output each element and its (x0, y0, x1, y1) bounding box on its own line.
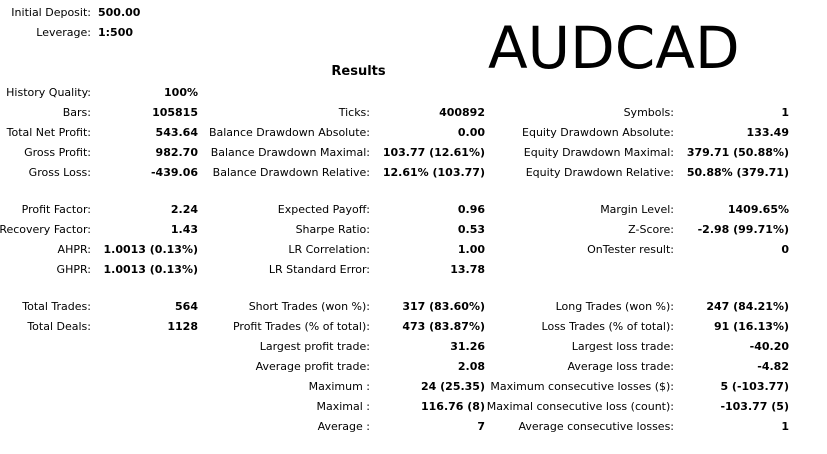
gross-loss-label: Gross Loss: (28, 166, 91, 179)
equity-drawdown-absolute-label: Equity Drawdown Absolute: (522, 126, 674, 139)
short-trades-won-value: 317 (83.60%) (402, 300, 485, 313)
margin-level-value: 1409.65% (727, 203, 789, 216)
equity-drawdown-relative-value: 50.88% (379.71) (686, 166, 789, 179)
average-profit-trade-label: Average profit trade: (255, 360, 370, 373)
ghpr-value: 1.0013 (0.13%) (103, 263, 199, 276)
lr-correlation-value: 1.00 (457, 243, 485, 256)
balance-drawdown-absolute-value: 0.00 (457, 126, 485, 139)
maximal-label: Maximal : (316, 400, 370, 413)
ontester-result-value: 0 (781, 243, 789, 256)
long-trades-won-value: 247 (84.21%) (706, 300, 789, 313)
maximum-consecutive-losses-value: 5 (-103.77) (720, 380, 789, 393)
z-score-value: -2.98 (99.71%) (697, 223, 789, 236)
ahpr-value: 1.0013 (0.13%) (103, 243, 199, 256)
maximum-label: Maximum : (308, 380, 370, 393)
loss-trades-of-total-label: Loss Trades (% of total): (541, 320, 674, 333)
maximal-value: 116.76 (8) (421, 400, 485, 413)
lr-standard-error-value: 13.78 (450, 263, 485, 276)
total-net-profit-value: 543.64 (155, 126, 198, 139)
ticks-label: Ticks: (338, 106, 370, 119)
balance-drawdown-relative-value: 12.61% (103.77) (382, 166, 485, 179)
sharpe-ratio-value: 0.53 (457, 223, 485, 236)
maximal-consecutive-loss-count-label: Maximal consecutive loss (count): (486, 400, 674, 413)
long-trades-won-label: Long Trades (won %): (555, 300, 674, 313)
average-consecutive-losses-value: 1 (781, 420, 789, 433)
loss-trades-of-total-value: 91 (16.13%) (713, 320, 789, 333)
total-trades-value: 564 (175, 300, 198, 313)
balance-drawdown-relative-label: Balance Drawdown Relative: (212, 166, 370, 179)
average-label: Average : (317, 420, 370, 433)
largest-profit-trade-label: Largest profit trade: (259, 340, 370, 353)
equity-drawdown-maximal-value: 379.71 (50.88%) (686, 146, 789, 159)
total-deals-value: 1128 (167, 320, 198, 333)
profit-factor-value: 2.24 (170, 203, 198, 216)
largest-profit-trade-value: 31.26 (450, 340, 485, 353)
z-score-label: Z-Score: (628, 223, 674, 236)
bars-label: Bars: (62, 106, 91, 119)
symbols-value: 1 (781, 106, 789, 119)
average-profit-trade-value: 2.08 (457, 360, 485, 373)
recovery-factor-label: Recovery Factor: (0, 223, 91, 236)
short-trades-won-label: Short Trades (won %): (248, 300, 370, 313)
average-loss-trade-label: Average loss trade: (567, 360, 674, 373)
lr-standard-error-label: LR Standard Error: (268, 263, 370, 276)
gross-loss-value: -439.06 (150, 166, 198, 179)
bars-value: 105815 (152, 106, 198, 119)
average-value: 7 (477, 420, 485, 433)
symbols-label: Symbols: (623, 106, 674, 119)
profit-trades-of-total-label: Profit Trades (% of total): (232, 320, 370, 333)
average-consecutive-losses-label: Average consecutive losses: (518, 420, 674, 433)
history-quality-value: 100% (164, 86, 198, 99)
total-net-profit-label: Total Net Profit: (6, 126, 91, 139)
gross-profit-value: 982.70 (155, 146, 198, 159)
balance-drawdown-absolute-label: Balance Drawdown Absolute: (208, 126, 370, 139)
gross-profit-label: Gross Profit: (24, 146, 91, 159)
lr-correlation-label: LR Correlation: (288, 243, 370, 256)
total-deals-label: Total Deals: (27, 320, 91, 333)
maximum-consecutive-losses-label: Maximum consecutive losses ($): (490, 380, 674, 393)
maximal-consecutive-loss-count-value: -103.77 (5) (720, 400, 789, 413)
sharpe-ratio-label: Sharpe Ratio: (295, 223, 370, 236)
initial-deposit-value: 500.00 (98, 6, 141, 19)
recovery-factor-value: 1.43 (170, 223, 198, 236)
balance-drawdown-maximal-label: Balance Drawdown Maximal: (210, 146, 370, 159)
leverage-label: Leverage: (36, 26, 91, 39)
ticks-value: 400892 (439, 106, 485, 119)
history-quality-label: History Quality: (6, 86, 91, 99)
largest-loss-trade-value: -40.20 (749, 340, 789, 353)
ghpr-label: GHPR: (56, 263, 91, 276)
total-trades-label: Total Trades: (22, 300, 91, 313)
results-title: Results (331, 64, 386, 79)
profit-trades-of-total-value: 473 (83.87%) (402, 320, 485, 333)
profit-factor-label: Profit Factor: (21, 203, 91, 216)
ahpr-label: AHPR: (57, 243, 91, 256)
margin-level-label: Margin Level: (600, 203, 674, 216)
largest-loss-trade-label: Largest loss trade: (571, 340, 674, 353)
balance-drawdown-maximal-value: 103.77 (12.61%) (382, 146, 485, 159)
leverage-value: 1:500 (98, 26, 134, 39)
expected-payoff-value: 0.96 (457, 203, 485, 216)
equity-drawdown-absolute-value: 133.49 (746, 126, 789, 139)
ontester-result-label: OnTester result: (587, 243, 674, 256)
maximum-value: 24 (25.35) (421, 380, 485, 393)
equity-drawdown-relative-label: Equity Drawdown Relative: (525, 166, 674, 179)
average-loss-trade-value: -4.82 (757, 360, 789, 373)
symbol-title: AUDCAD (488, 14, 740, 82)
equity-drawdown-maximal-label: Equity Drawdown Maximal: (523, 146, 674, 159)
expected-payoff-label: Expected Payoff: (277, 203, 370, 216)
initial-deposit-label: Initial Deposit: (11, 6, 91, 19)
